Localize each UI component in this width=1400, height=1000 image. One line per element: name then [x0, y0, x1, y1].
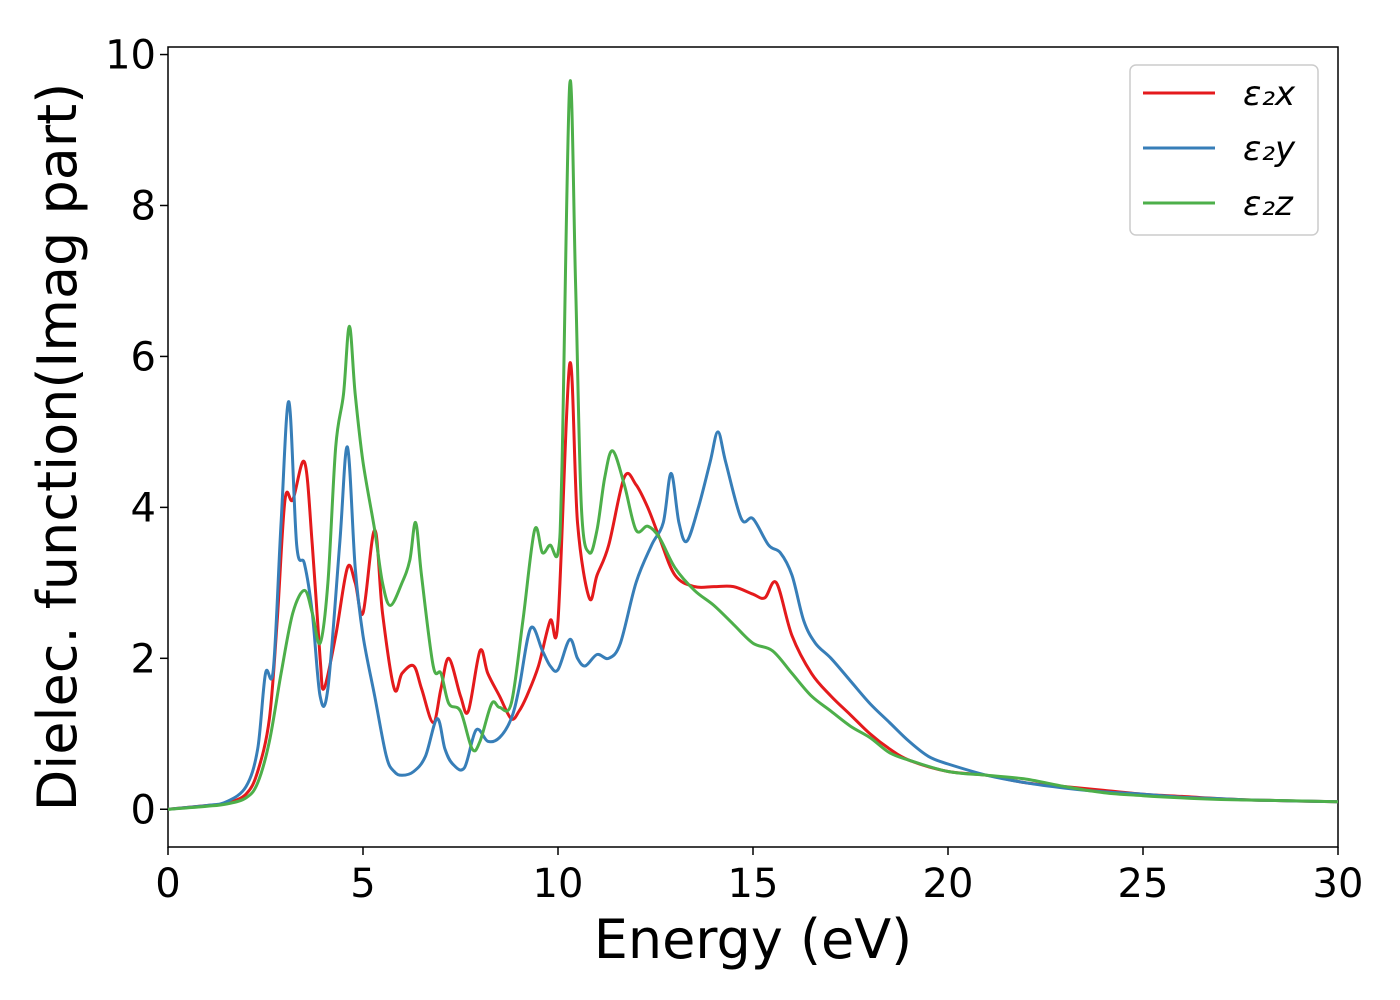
- x-tick-label: 30: [1313, 861, 1364, 907]
- series-line-3: [167, 79, 1339, 811]
- y-axis: 0 2 4 6 8 10: [105, 33, 168, 833]
- y-tick-label: 4: [131, 485, 156, 531]
- legend-label-3: ε₂z: [1243, 184, 1294, 224]
- series-lines: [167, 79, 1339, 811]
- y-tick-label: 0: [131, 787, 156, 833]
- series-line-1: [167, 361, 1339, 811]
- y-tick-label: 8: [131, 183, 156, 229]
- series-line-2: [167, 400, 1339, 811]
- x-tick-label: 20: [923, 861, 974, 907]
- legend-label-1: ε₂x: [1243, 74, 1296, 114]
- y-tick-label: 10: [105, 33, 156, 79]
- legend: ε₂x ε₂y ε₂z: [1129, 64, 1319, 236]
- legend-box: [1129, 64, 1319, 236]
- x-tick-label: 5: [350, 861, 375, 907]
- y-tick-label: 2: [131, 636, 156, 682]
- y-tick-label: 6: [131, 334, 156, 380]
- x-tick-label: 15: [728, 861, 779, 907]
- x-tick-label: 0: [155, 861, 180, 907]
- x-axis: 0 5 10 15 20 25 30: [155, 847, 1363, 907]
- x-tick-label: 10: [533, 861, 584, 907]
- legend-label-2: ε₂y: [1243, 129, 1296, 169]
- x-tick-label: 25: [1118, 861, 1169, 907]
- x-axis-title: Energy (eV): [594, 908, 913, 971]
- y-axis-title: Dielec. function(Imag part): [26, 83, 89, 812]
